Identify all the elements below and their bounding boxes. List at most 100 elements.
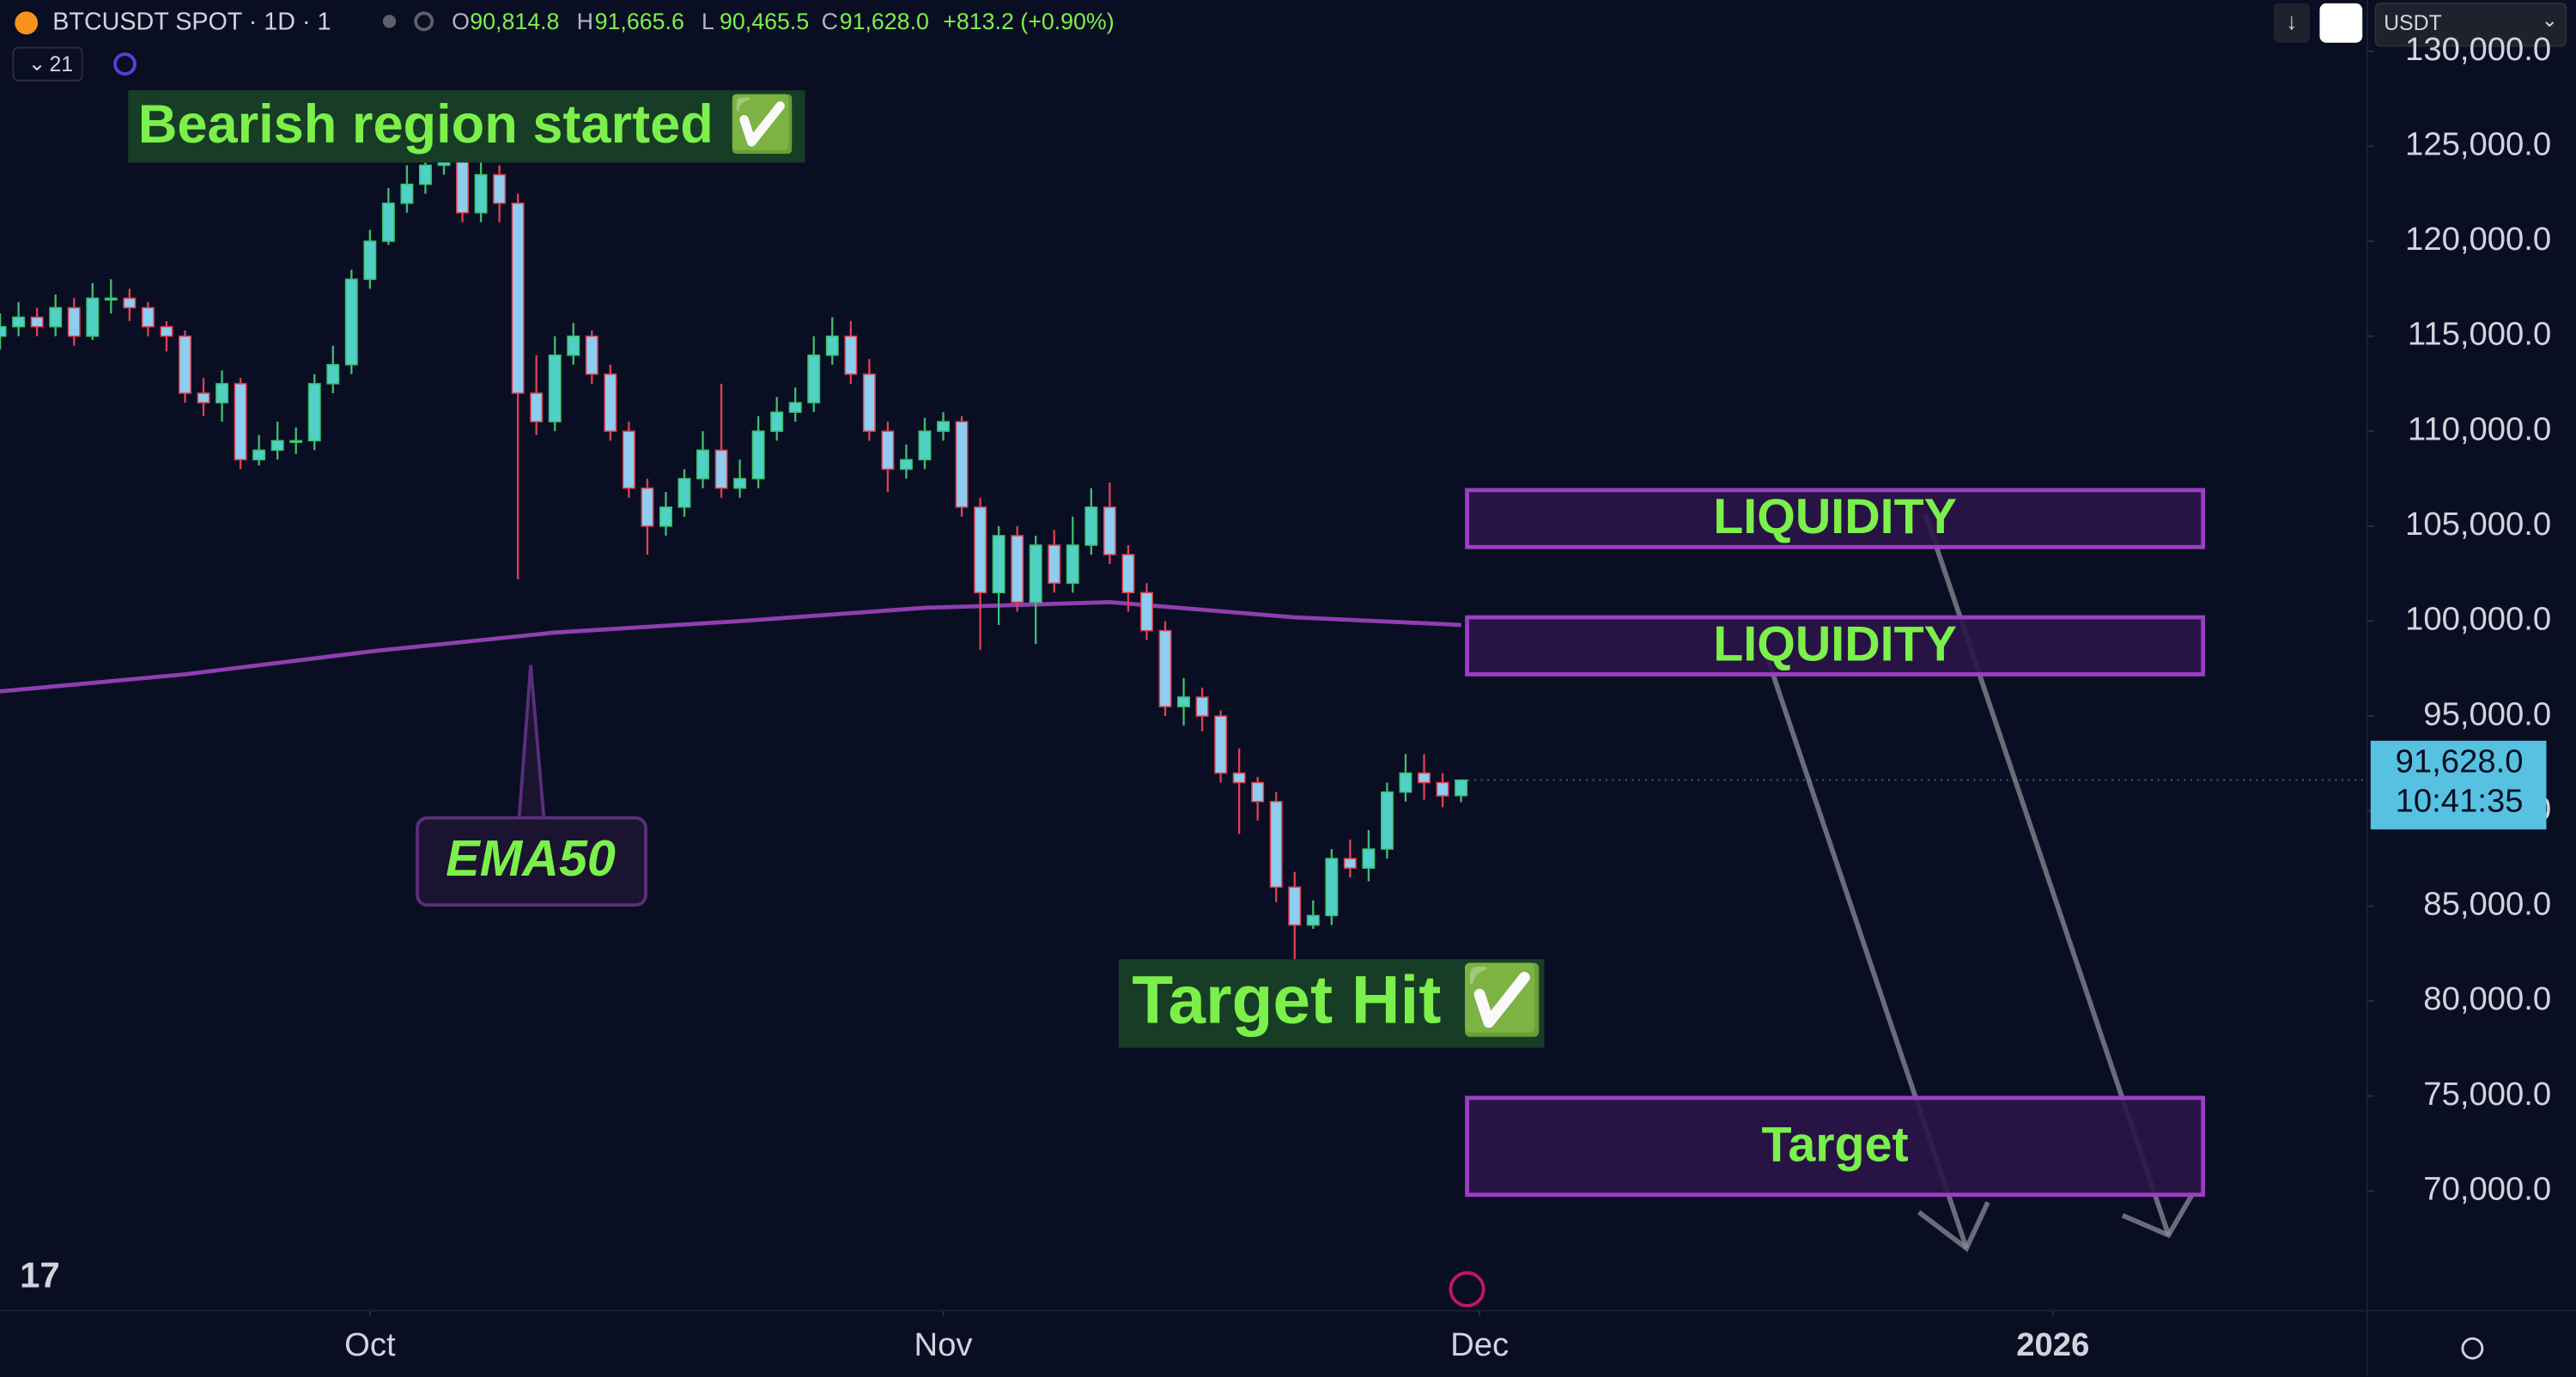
y-tick-label: 75,000.0: [2423, 1076, 2551, 1113]
candle-body: [1343, 858, 1357, 869]
candle-body: [1084, 507, 1098, 546]
x-tick-label: Nov: [914, 1326, 973, 1363]
zone-label: LIQUIDITY: [1713, 489, 1957, 544]
change: +813.2 (+0.90%): [943, 9, 1114, 34]
ohlc-value: 91,628.0: [840, 9, 929, 34]
candle-body: [1048, 544, 1061, 585]
ohlc-value: 91,665.6: [595, 9, 684, 34]
indicator-chevron: ⌄: [28, 52, 46, 76]
arrow-head: [2121, 1194, 2194, 1239]
annotation-box: [416, 816, 647, 907]
candle-body: [1418, 772, 1431, 784]
annotation: Bearish region started ✅: [138, 93, 796, 155]
zone: [1465, 615, 2206, 676]
candle-body: [400, 183, 414, 204]
candle-body: [844, 335, 858, 375]
annotation: Target Hit ✅: [1132, 961, 1544, 1039]
candle-body: [270, 440, 284, 452]
candle-body: [1177, 696, 1190, 707]
candle-body: [216, 383, 228, 403]
settings-icon[interactable]: [2461, 1337, 2484, 1360]
candle-body: [955, 421, 969, 508]
annotation-box: [1118, 959, 1545, 1048]
candle-body: [289, 440, 303, 444]
candle-body: [1325, 858, 1339, 917]
candle-body: [49, 306, 63, 328]
event-icon[interactable]: [1449, 1271, 1485, 1307]
candle-body: [1455, 779, 1468, 797]
candle-body: [234, 383, 247, 461]
candle-body: [326, 364, 340, 385]
symbol[interactable]: BTCUSDT SPOT · 1D · 1: [52, 8, 331, 35]
candle-body: [862, 373, 876, 433]
candle-body: [714, 449, 728, 489]
currency-select[interactable]: [2374, 2, 2567, 47]
candle-body: [1288, 886, 1302, 926]
indicator-toggle[interactable]: [12, 46, 83, 82]
candle-body: [141, 306, 155, 328]
candle-body: [160, 325, 173, 337]
candle-body: [418, 164, 432, 185]
candle-body: [30, 316, 44, 328]
y-tick-label: 130,000.0: [2405, 31, 2551, 68]
tv-logo[interactable]: 17: [20, 1255, 60, 1295]
zone-label: Target: [1762, 1117, 1909, 1172]
candle-body: [1011, 535, 1024, 604]
candle-body: [530, 392, 544, 422]
candle-body: [881, 430, 895, 470]
y-tick-label: 70,000.0: [2423, 1170, 2551, 1207]
candle-body: [1362, 848, 1376, 869]
candle-body: [1251, 781, 1265, 803]
y-tick-label: 95,000.0: [2423, 695, 2551, 732]
candle-body: [511, 202, 525, 394]
candle-body: [585, 335, 598, 375]
candle-body: [381, 202, 395, 242]
candle-body: [641, 487, 654, 527]
ohlc-value: 90,814.8: [470, 9, 559, 34]
x-tick-label: Oct: [344, 1326, 396, 1363]
candle-body: [937, 421, 950, 433]
y-tick-label: 120,000.0: [2405, 221, 2551, 258]
candle-body: [974, 507, 987, 594]
candle-body: [178, 335, 191, 394]
candle-body: [622, 430, 635, 489]
ohlc-key: C: [822, 9, 838, 34]
candle-body: [1232, 772, 1246, 784]
currency[interactable]: USDT: [2384, 11, 2442, 35]
candle-body: [548, 354, 562, 422]
candle-body: [733, 477, 747, 489]
candle-body: [456, 155, 469, 214]
candle-body: [770, 411, 784, 433]
ohlc-key: L: [702, 9, 714, 34]
candle-body: [1029, 544, 1042, 604]
download-button[interactable]: [2273, 3, 2310, 43]
candle-body: [1195, 696, 1209, 717]
symbol-logo[interactable]: [15, 11, 39, 35]
candle-body: [307, 383, 321, 442]
candle-body: [197, 392, 210, 403]
indicator-count[interactable]: 21: [49, 52, 73, 76]
candle-body: [1121, 554, 1135, 594]
y-tick-label: 100,000.0: [2405, 601, 2551, 638]
candle-body: [344, 278, 358, 366]
candle-body: [86, 297, 100, 337]
candle-body: [363, 240, 377, 281]
candle-body: [659, 507, 672, 527]
download-icon: ↓: [2286, 9, 2297, 34]
sync-icon[interactable]: [113, 52, 137, 76]
y-tick-label: 105,000.0: [2405, 506, 2551, 543]
candle-body: [825, 335, 839, 356]
candle-body: [1066, 544, 1079, 585]
candle-body: [807, 354, 821, 403]
x-tick-label: Dec: [1450, 1326, 1509, 1363]
y-tick-label: 85,000.0: [2423, 886, 2551, 923]
candle-body: [1436, 781, 1449, 797]
candle-body: [567, 335, 580, 356]
candle-body: [12, 316, 26, 328]
fullscreen-button[interactable]: [2319, 3, 2363, 43]
candle-body: [1306, 914, 1320, 926]
candle-body: [788, 402, 802, 413]
status-dot: [382, 15, 397, 28]
